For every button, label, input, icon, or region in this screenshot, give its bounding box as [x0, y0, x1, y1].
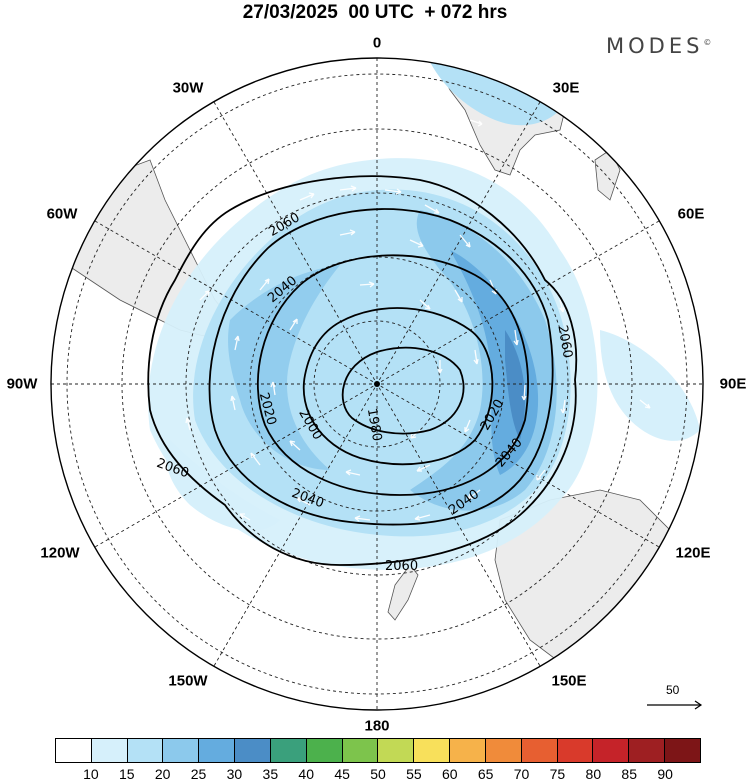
colorbar-tick-label: 35: [262, 766, 279, 782]
wind-reference-label: 50: [666, 683, 680, 697]
contour-2000: [302, 307, 494, 466]
colorbar-cell: [198, 739, 235, 762]
colorbar-cell: [592, 739, 629, 762]
colorbar-cell: [664, 739, 700, 762]
colorbar-tick-label: 55: [406, 766, 422, 782]
colorbar-cell: [556, 739, 593, 762]
contour-2060: [147, 175, 578, 566]
longitude-label-150e: 150E: [551, 672, 587, 690]
colorbar-tick-label: 10: [83, 766, 99, 782]
colorbar: [55, 738, 701, 763]
colorbar-tick-label: 45: [334, 766, 350, 782]
brand-logo: MODES©: [606, 34, 712, 58]
colorbar-tick-label: 15: [118, 766, 135, 782]
colorbar-cell: [234, 739, 270, 762]
madagascar-land: [594, 149, 621, 201]
colorbar-tick-label: 30: [226, 766, 243, 782]
pole-marker: [374, 381, 380, 387]
colorbar-cell: [269, 739, 306, 762]
map-title: 27/03/2025 00 UTC + 072 hrs: [242, 2, 508, 23]
colorbar-cell: [520, 739, 557, 762]
wind-vectors: [185, 119, 651, 522]
colorbar-tick-label: 65: [477, 766, 494, 782]
colorbar-cell: [628, 739, 665, 762]
map-border: [50, 57, 704, 711]
contour-label: 1980: [364, 407, 385, 442]
longitude-label-90w: 90W: [6, 375, 38, 393]
longitude-label-120e: 120E: [675, 544, 711, 562]
colorbar-cell: [377, 739, 414, 762]
colorbar-cell: [449, 739, 485, 762]
colorbar-tick-label: 40: [298, 766, 315, 782]
colorbar-tick-label: 80: [585, 766, 602, 782]
polar-map: 1980 2000 2020 2020 2040 2040 2040 2040 …: [50, 57, 704, 711]
colorbar-tick-label: 75: [549, 766, 566, 782]
contour-2020: [257, 254, 529, 496]
colorbar-cell: [162, 739, 199, 762]
longitude-label-90e: 90E: [719, 375, 747, 393]
contour-label: 2060: [385, 559, 418, 574]
colorbar-cell: [56, 739, 91, 762]
colorbar-tick-label: 60: [441, 766, 458, 782]
wind-reference-arrow: [647, 700, 703, 710]
colorbar-cell: [341, 739, 378, 762]
colorbar-tick-label: 90: [657, 766, 673, 782]
longitude-label-150w: 150W: [168, 672, 208, 690]
colorbar-tick-label: 20: [154, 766, 171, 782]
longitude-label-0: 0: [372, 34, 382, 52]
longitude-label-120w: 120W: [40, 544, 80, 562]
colorbar-cell: [484, 739, 521, 762]
longitude-label-180: 180: [364, 717, 390, 735]
longitude-label-60e: 60E: [677, 205, 705, 223]
colorbar-cell: [305, 739, 342, 762]
longitude-label-30w: 30W: [172, 79, 204, 97]
height-contours: [147, 175, 578, 566]
colorbar-cell: [413, 739, 450, 762]
colorbar-tick-label: 25: [190, 766, 207, 782]
contour-2040: [208, 208, 554, 526]
contour-label: 2060: [554, 324, 575, 359]
longitude-label-60w: 60W: [46, 205, 78, 223]
contour-1980: [341, 346, 465, 435]
colorbar-tick-label: 70: [513, 766, 530, 782]
colorbar-cell: [126, 739, 163, 762]
colorbar-cell: [90, 739, 127, 762]
longitude-label-30e: 30E: [552, 79, 580, 97]
colorbar-tick-label: 50: [370, 766, 386, 782]
colorbar-labels: 10 15 20 25 30 35 40 45 50 55 60 65 70 75 80 85 90: [0, 766, 750, 782]
colorbar-tick-label: 85: [621, 766, 638, 782]
